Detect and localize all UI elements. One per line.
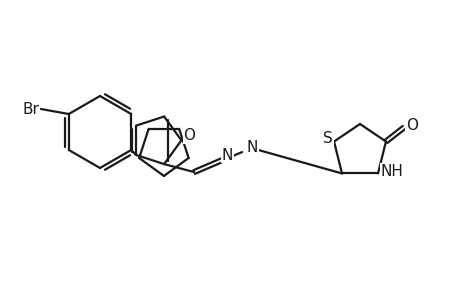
Text: O: O bbox=[183, 128, 195, 143]
Text: O: O bbox=[405, 118, 417, 133]
Text: NH: NH bbox=[380, 164, 403, 179]
Text: S: S bbox=[323, 131, 332, 146]
Text: Br: Br bbox=[22, 101, 39, 116]
Text: N: N bbox=[246, 140, 257, 154]
Text: N: N bbox=[221, 148, 232, 163]
